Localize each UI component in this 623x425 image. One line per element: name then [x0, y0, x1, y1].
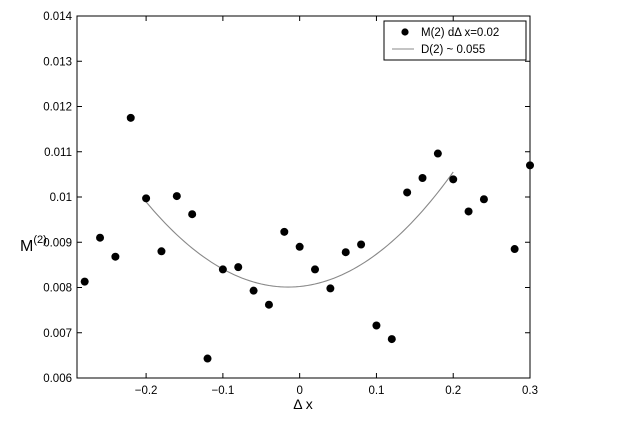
y-axis-label: M(2) — [20, 234, 47, 255]
data-point — [188, 210, 197, 219]
x-axis-label: Δ x — [293, 396, 312, 412]
data-point — [510, 245, 519, 254]
data-point — [418, 173, 427, 182]
legend-label-line: D(2) ~ 0.055 — [421, 44, 485, 56]
y-tick-label: 0.014 — [43, 11, 72, 23]
x-tick-label: 0.2 — [445, 385, 461, 397]
y-tick-label: 0.006 — [43, 373, 72, 385]
plot-area: −0.2 −0.1 0 0.1 0.2 0.3 0.0060.0070.0080.0090… — [43, 11, 538, 397]
x-tick-label: 0.1 — [368, 385, 384, 397]
data-point — [433, 149, 442, 158]
data-point — [249, 286, 258, 295]
x-axis: −0.2 −0.1 0 0.1 0.2 0.3 — [135, 16, 538, 397]
data-point — [295, 242, 304, 251]
y-tick-label: 0.008 — [43, 283, 72, 295]
data-point — [479, 195, 488, 204]
x-tick-label: 0 — [296, 385, 302, 397]
data-points — [80, 113, 534, 363]
data-point — [526, 161, 534, 170]
data-point — [264, 300, 273, 309]
y-axis-label-base: M — [20, 238, 33, 255]
data-point — [326, 284, 335, 293]
data-point — [218, 265, 227, 274]
y-tick-label: 0.01 — [50, 192, 72, 204]
x-tick-label: −0.1 — [212, 385, 235, 397]
y-axis: 0.006 0.007 0.008 0.009 0.01 0.011 0.012 0.013 0… — [43, 11, 530, 385]
data-point — [203, 354, 212, 363]
legend-label-scatter: M(2) dΔ x=0.02 — [421, 27, 499, 39]
y-axis-label-superscript: (2) — [33, 234, 46, 246]
x-tick-label: 0.3 — [522, 385, 538, 397]
data-point — [403, 188, 412, 197]
data-point — [372, 321, 381, 330]
data-point — [464, 207, 473, 216]
y-tick-label: 0.011 — [44, 147, 72, 159]
data-point — [234, 263, 243, 272]
legend-marker-scatter — [401, 28, 409, 36]
data-point — [357, 240, 366, 249]
legend: M(2) dΔ x=0.02 D(2) ~ 0.055 — [383, 20, 527, 61]
y-tick-label: 0.013 — [43, 56, 72, 68]
plot-frame — [76, 15, 531, 379]
data-point — [172, 192, 181, 201]
y-tick-label: 0.012 — [43, 102, 72, 114]
data-point — [96, 233, 105, 242]
legend-box — [383, 20, 527, 61]
y-tick-label: 0.007 — [43, 328, 72, 340]
data-point — [80, 277, 89, 286]
data-point — [387, 335, 396, 344]
x-tick-label: −0.2 — [135, 385, 158, 397]
fit-curve — [145, 171, 454, 288]
data-point — [449, 175, 458, 184]
data-point — [157, 247, 166, 256]
y-tick-label: 0.009 — [43, 237, 72, 249]
data-point — [311, 265, 320, 274]
data-point — [111, 252, 120, 261]
data-point — [126, 113, 135, 122]
data-point — [341, 248, 350, 257]
data-point — [142, 194, 151, 203]
data-point — [280, 227, 289, 236]
